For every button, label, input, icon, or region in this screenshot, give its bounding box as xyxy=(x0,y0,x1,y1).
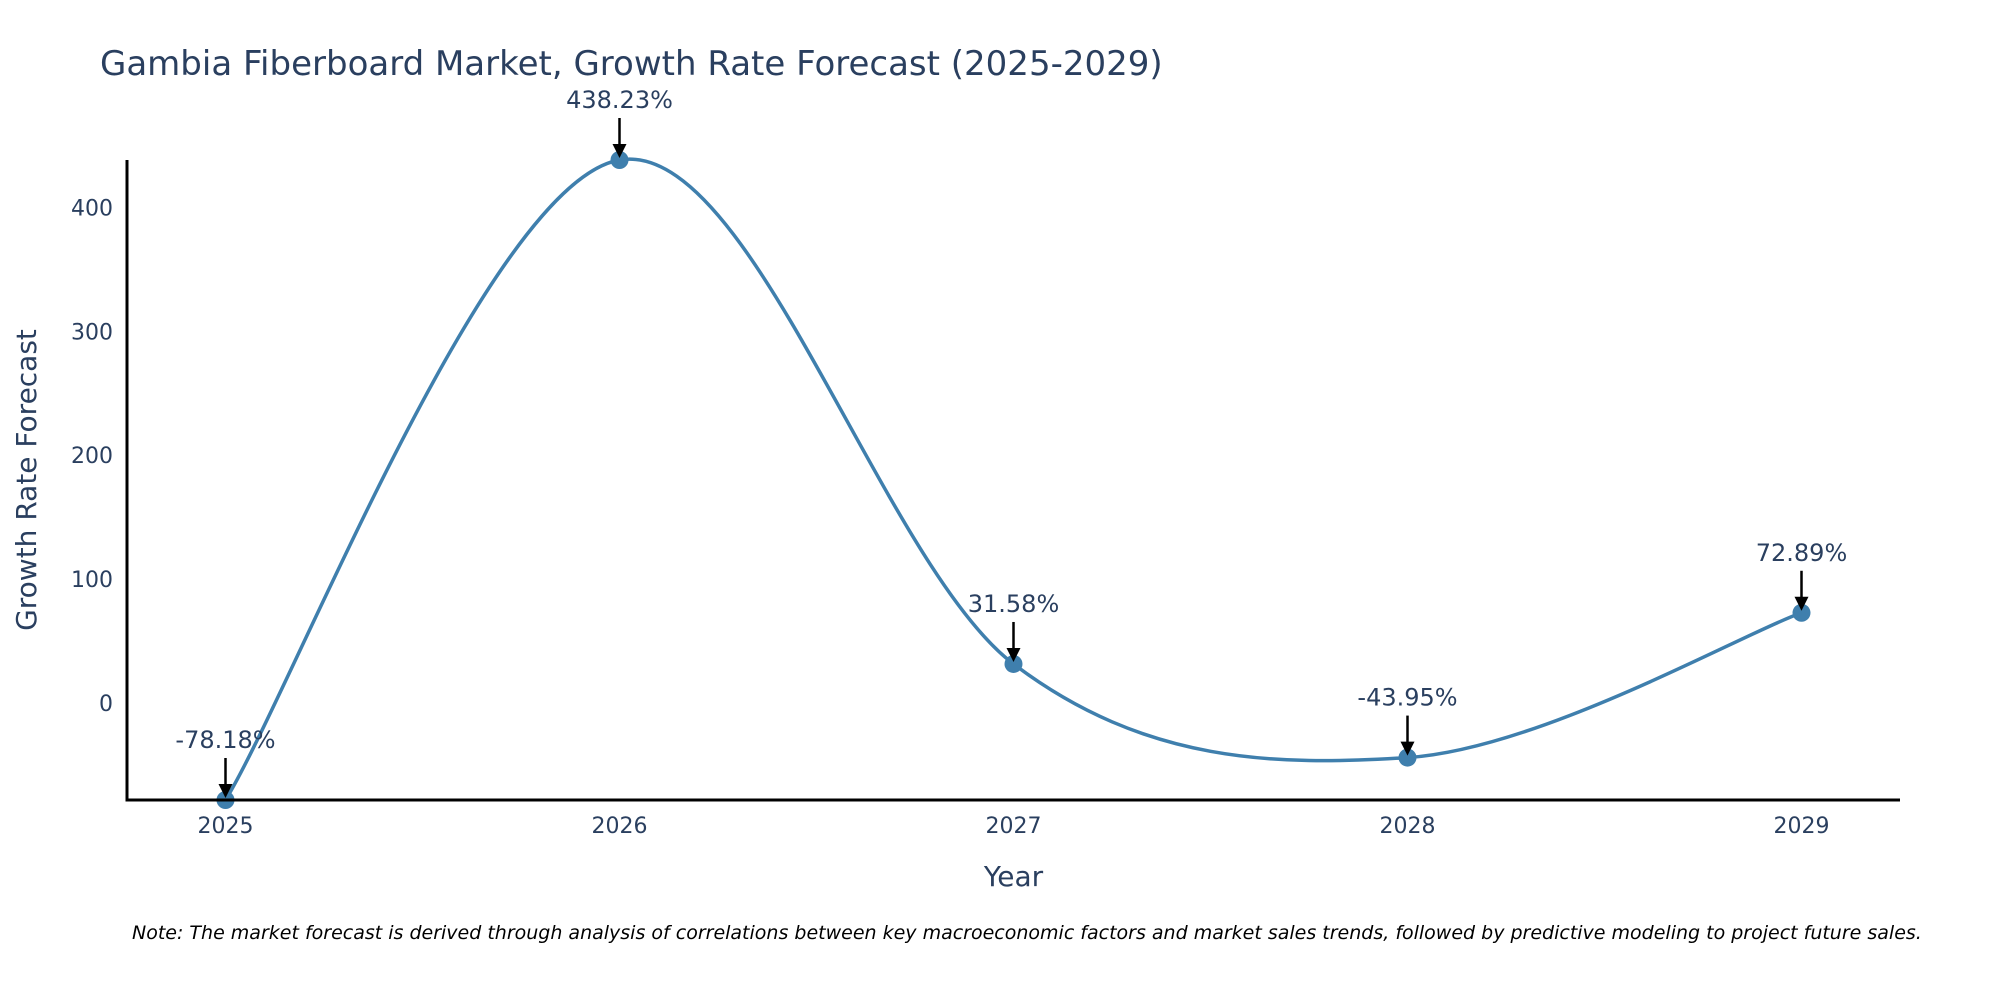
data-label-2025: -78.18% xyxy=(175,726,275,754)
y-tick-label: 200 xyxy=(71,444,113,469)
data-point-2028[interactable] xyxy=(1398,748,1417,767)
data-label-2028: -43.95% xyxy=(1357,684,1457,712)
data-point-2026[interactable] xyxy=(610,151,629,169)
data-label-2026: 438.23% xyxy=(566,86,673,114)
annotation-arrowhead xyxy=(1400,741,1415,756)
x-tick-label: 2026 xyxy=(592,814,648,839)
data-label-2029: 72.89% xyxy=(1756,539,1848,567)
y-tick-label: 300 xyxy=(71,320,113,345)
x-axis-title: Year xyxy=(983,860,1044,893)
annotation-arrowhead xyxy=(1794,596,1809,611)
data-point-2027[interactable] xyxy=(1004,654,1023,673)
x-tick-label: 2025 xyxy=(198,814,254,839)
annotation-arrowhead xyxy=(612,144,627,158)
data-point-2029[interactable] xyxy=(1792,603,1811,622)
annotation-arrowhead xyxy=(1006,647,1021,662)
x-tick-label: 2027 xyxy=(986,814,1042,839)
chart-title: Gambia Fiberboard Market, Growth Rate Fo… xyxy=(100,44,1163,84)
y-tick-label: 0 xyxy=(99,692,113,717)
y-tick-label: 100 xyxy=(71,568,113,593)
annotation-arrowhead xyxy=(218,784,233,798)
x-tick-label: 2028 xyxy=(1380,814,1436,839)
chart-note: Note: The market forecast is derived thr… xyxy=(132,922,1922,944)
series-line xyxy=(224,157,1803,801)
data-label-2027: 31.58% xyxy=(968,590,1060,618)
y-tick-label: 400 xyxy=(71,196,113,221)
x-tick-label: 2029 xyxy=(1774,814,1830,839)
y-axis-title: Growth Rate Forecast xyxy=(10,329,43,631)
